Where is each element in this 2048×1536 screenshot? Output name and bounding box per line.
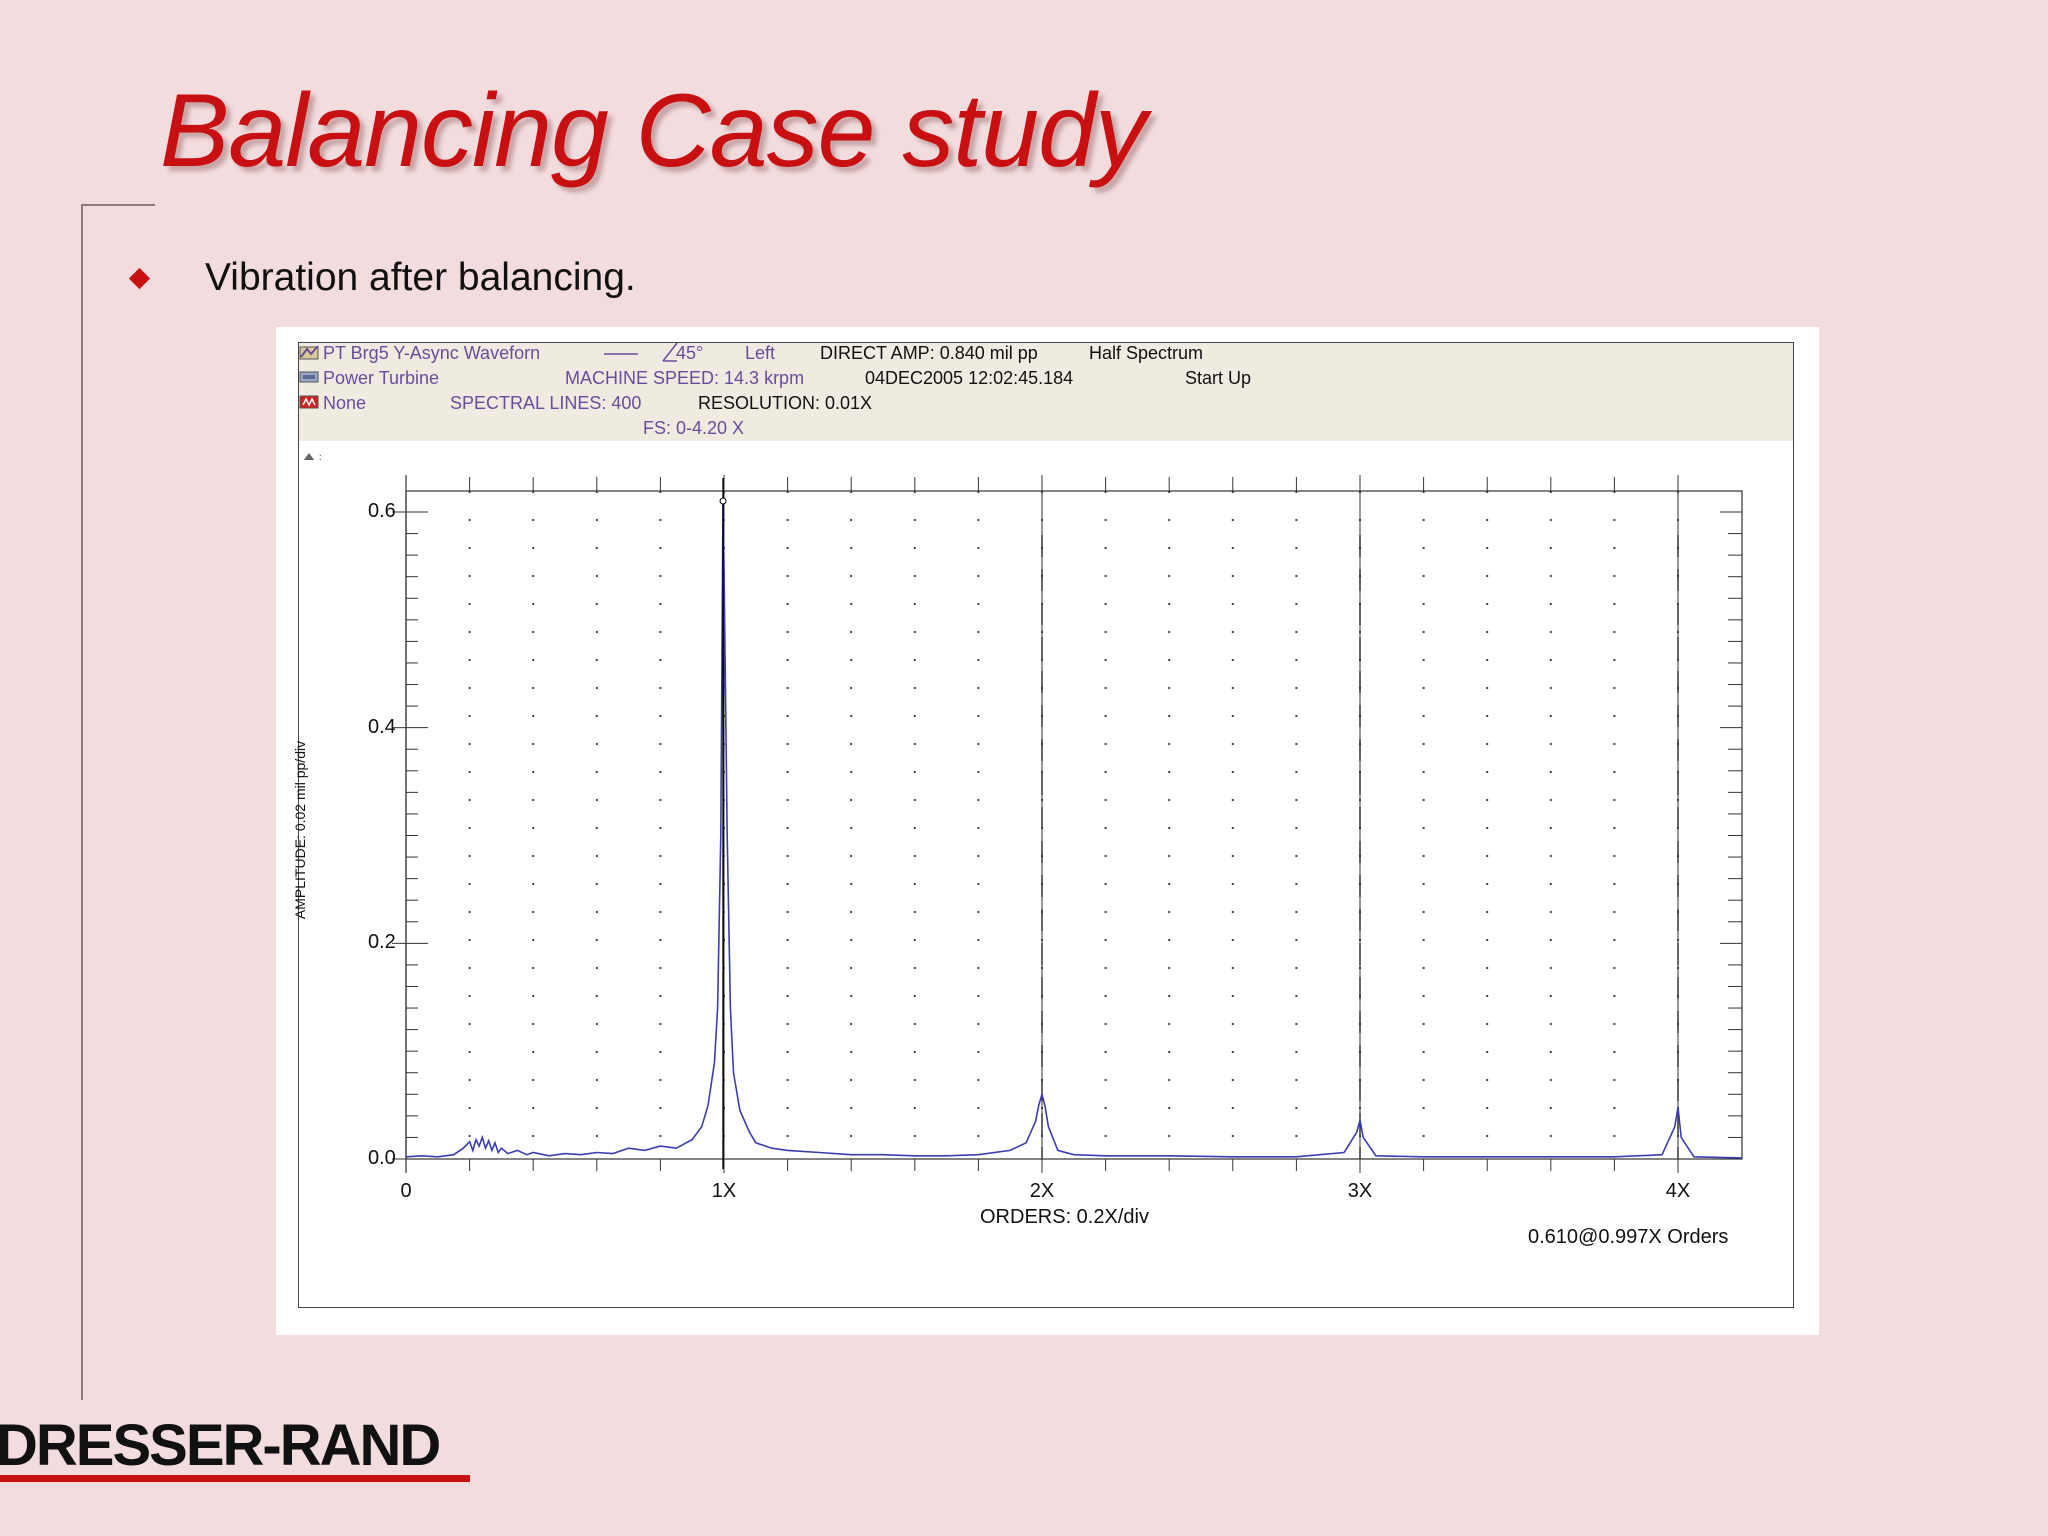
dresser-rand-logo: DRESSER-RAND [0, 1413, 470, 1486]
none-label: None [323, 393, 367, 413]
x-tick-label: 2X [1029, 1180, 1055, 1202]
x-tick-label: 1X [711, 1180, 737, 1202]
x-axis-label: ORDERS: 0.2X/div [980, 1206, 1149, 1228]
x-tick-label: 4X [1665, 1180, 1691, 1202]
slide-title: Balancing Case study [160, 73, 1147, 189]
y-tick-label: 0.6 [368, 500, 396, 522]
spectral-lines: SPECTRAL LINES: 400 [450, 393, 642, 413]
angle-icon [662, 342, 678, 362]
angle-value: 45° [676, 343, 704, 363]
plot-header [299, 343, 1793, 441]
cursor-readout: 0.610@0.997X Orders [1528, 1226, 1729, 1248]
logo-text: DRESSER-RAND [0, 1413, 441, 1478]
x-tick-label: 3X [1347, 1180, 1373, 1202]
alarm-icon[interactable] [299, 393, 319, 410]
machine-state: Start Up [1185, 368, 1252, 388]
zoom-icon[interactable] [301, 443, 321, 460]
machine-name: Power Turbine [323, 368, 440, 388]
direct-amp: DIRECT AMP: 0.840 mil pp [820, 343, 1038, 363]
logo-underline [0, 1475, 470, 1482]
spectrum-type: Half Spectrum [1089, 343, 1204, 363]
slide-frame-horizontal [81, 204, 155, 206]
plot-window [298, 342, 1794, 1308]
side-label: Left [745, 343, 776, 363]
timestamp: 04DEC2005 12:02:45.184 [865, 368, 1074, 388]
machine-speed: MACHINE SPEED: 14.3 krpm [565, 368, 805, 388]
bullet-text: Vibration after balancing. [205, 256, 636, 299]
slide-frame-vertical [81, 204, 83, 1400]
resolution: RESOLUTION: 0.01X [698, 393, 873, 413]
signal-name: PT Brg5 Y-Async Waveforn [323, 343, 541, 363]
machine-icon[interactable] [299, 368, 319, 385]
legend-line-icon [604, 353, 638, 355]
y-axis-label: AMPLITUDE: 0.02 mil pp/div [292, 740, 308, 920]
y-tick-label: 0.0 [368, 1147, 396, 1169]
y-tick-label: 0.4 [368, 715, 396, 738]
bullet-diamond-icon [128, 267, 151, 290]
x-tick-label: 0 [400, 1180, 412, 1202]
waveform-icon[interactable] [299, 344, 319, 361]
full-scale: FS: 0-4.20 X [643, 418, 745, 438]
y-tick-label: 0.2 [368, 931, 396, 954]
